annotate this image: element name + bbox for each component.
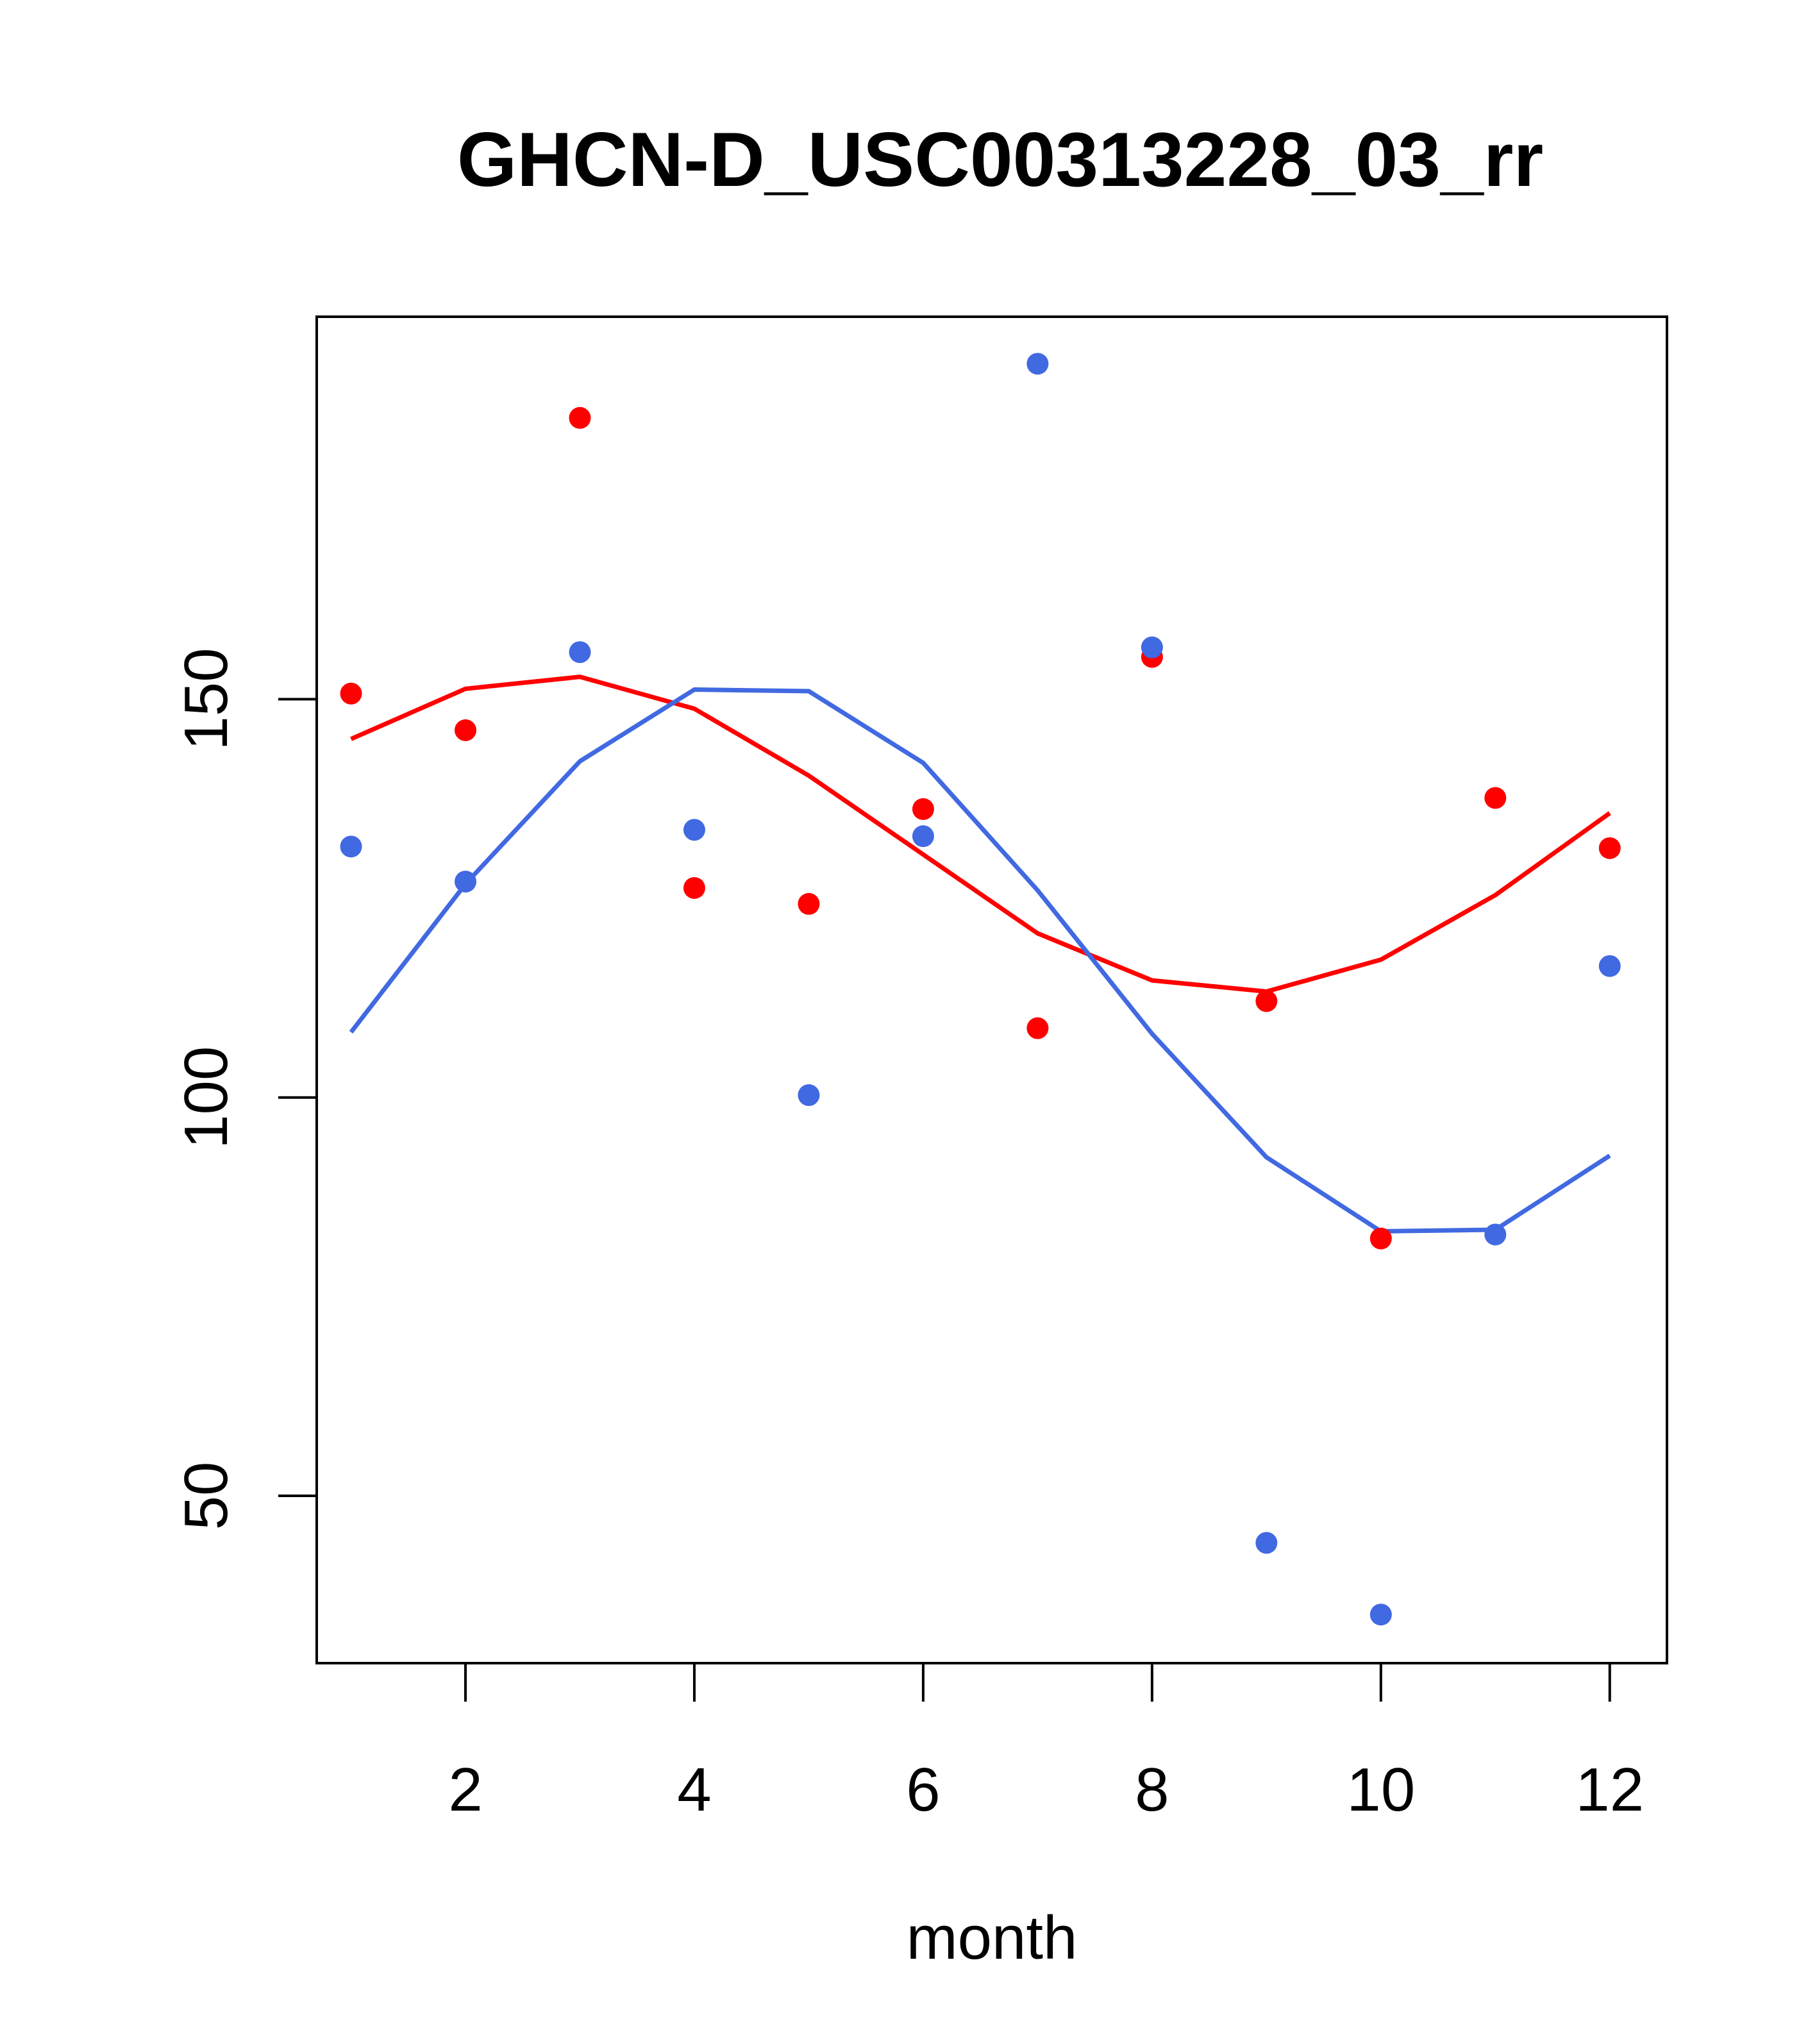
y-tick-label: 100 xyxy=(172,1046,240,1149)
x-axis: 2 4 6 8 10 12 xyxy=(448,1662,1644,1824)
red-series-line xyxy=(350,674,1611,994)
red-point xyxy=(340,682,362,705)
red-point xyxy=(683,876,705,899)
blue-point xyxy=(1255,1532,1278,1554)
blue-point xyxy=(1026,353,1049,375)
blue-point xyxy=(798,1084,820,1107)
y-tick-label: 50 xyxy=(172,1462,240,1530)
x-tick-label: 6 xyxy=(906,1755,940,1824)
red-point xyxy=(455,719,477,741)
series-points xyxy=(340,353,1621,1626)
red-point xyxy=(1369,1227,1392,1250)
blue-point xyxy=(1369,1604,1392,1626)
red-point xyxy=(1598,837,1621,859)
blue-point xyxy=(683,819,705,841)
red-point xyxy=(1255,990,1278,1012)
blue-point xyxy=(912,825,934,848)
blue-point xyxy=(1598,955,1621,977)
y-tick-label: 150 xyxy=(172,648,240,750)
red-point xyxy=(912,798,934,820)
red-point xyxy=(569,406,591,429)
y-axis: 50 100 150 xyxy=(172,648,318,1530)
x-axis-label: month xyxy=(907,1904,1078,1972)
blue-series-line xyxy=(349,687,1611,1234)
blue-point xyxy=(569,641,591,664)
red-point xyxy=(798,892,820,915)
red-point xyxy=(1026,1017,1049,1039)
x-tick-label: 12 xyxy=(1575,1755,1644,1824)
x-tick-label: 8 xyxy=(1135,1755,1169,1824)
x-tick-label: 4 xyxy=(677,1755,711,1824)
blue-point xyxy=(1141,636,1163,658)
blue-point xyxy=(455,871,477,893)
blue-point xyxy=(340,835,362,858)
plot-frame xyxy=(315,315,1668,1664)
blue-point xyxy=(1484,1223,1507,1246)
series-lines xyxy=(349,674,1611,1234)
x-tick-label: 2 xyxy=(448,1755,482,1824)
red-point xyxy=(1484,787,1507,809)
chart-title: GHCN-D_USC00313228_03_rr xyxy=(457,117,1543,203)
x-tick-label: 10 xyxy=(1346,1755,1415,1824)
